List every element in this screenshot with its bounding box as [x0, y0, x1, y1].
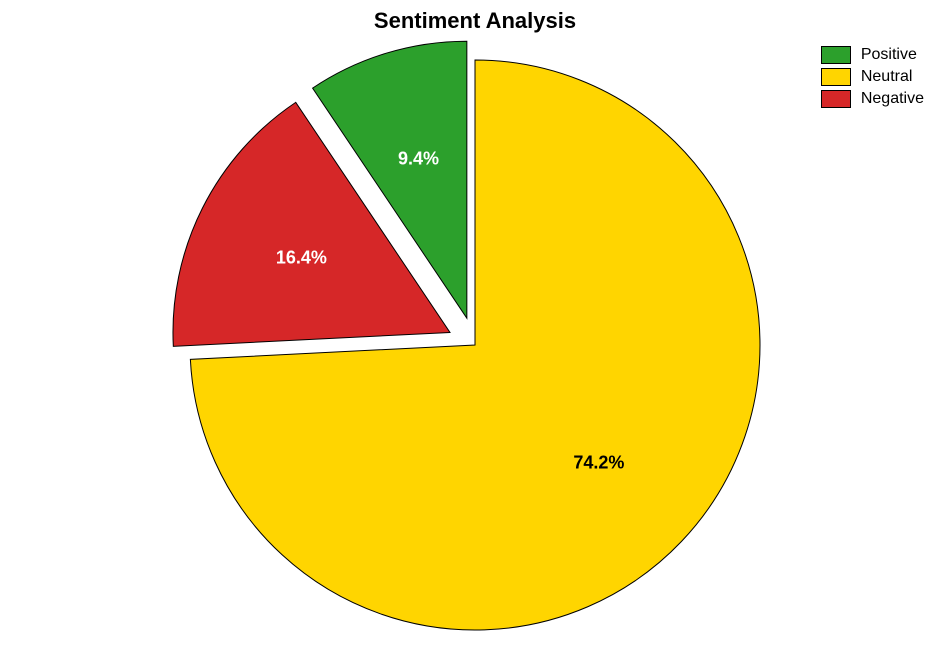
sentiment-pie-chart: Sentiment Analysis PositiveNeutralNegati… — [0, 0, 950, 662]
pie-svg — [0, 0, 950, 662]
legend-item-positive: Positive — [821, 46, 924, 64]
legend-swatch — [821, 68, 851, 86]
legend-swatch — [821, 90, 851, 108]
legend-label: Positive — [861, 46, 917, 64]
legend-item-negative: Negative — [821, 90, 924, 108]
legend-swatch — [821, 46, 851, 64]
slice-label-positive: 9.4% — [398, 149, 439, 170]
legend-label: Neutral — [861, 68, 913, 86]
slice-label-neutral: 74.2% — [573, 452, 624, 473]
legend-label: Negative — [861, 90, 924, 108]
legend: Positive Neutral Negative — [821, 46, 924, 112]
slice-label-negative: 16.4% — [276, 247, 327, 268]
legend-item-neutral: Neutral — [821, 68, 924, 86]
